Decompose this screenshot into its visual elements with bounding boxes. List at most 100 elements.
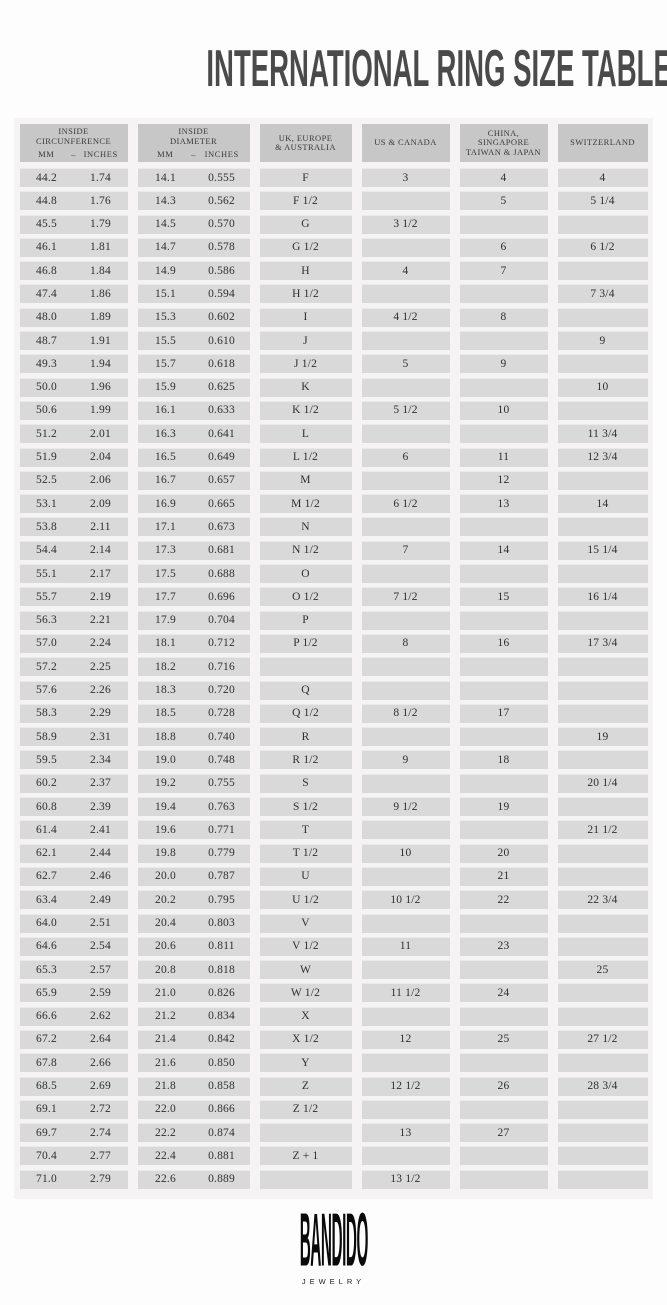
cell: U	[259, 866, 352, 886]
cell-value: 46.1	[36, 241, 57, 254]
table-row: 50.6 1.99 16.1 0.633 K 1/2 5 1/2 10	[14, 400, 653, 420]
cell-value: 17.7	[155, 590, 176, 603]
cell	[459, 214, 548, 234]
cell	[557, 307, 648, 327]
cell-value: 19	[497, 800, 510, 813]
cell-value: V	[301, 917, 310, 929]
cell-value: N	[301, 520, 310, 533]
cell-pair: 20.6 0.811	[137, 936, 250, 956]
cell-pair: 57.0 2.24	[19, 633, 128, 653]
column-header-label: SWITZERLAND	[570, 137, 635, 148]
table-row: 62.7 2.46 20.0 0.787 U 21	[14, 866, 653, 886]
cell-pair: 17.3 0.681	[137, 540, 250, 560]
cell-value: 21.8	[155, 1080, 176, 1093]
cell-value: 15.7	[155, 357, 176, 370]
cell: Z 1/2	[259, 1099, 352, 1119]
cell-value: 2.04	[90, 451, 111, 464]
cell	[557, 936, 648, 956]
table-row: 56.3 2.21 17.9 0.704 P	[14, 610, 653, 630]
cell-pair: 56.3 2.21	[19, 610, 128, 630]
cell-value: 1.81	[90, 241, 111, 254]
cell: M 1/2	[259, 494, 352, 514]
cell-pair: 14.9 0.586	[137, 261, 250, 281]
cell-value: 66.6	[36, 1010, 57, 1023]
cell-value: 1.99	[90, 404, 111, 417]
cell: V	[259, 913, 352, 933]
cell: 19	[459, 797, 548, 817]
cell: J	[259, 331, 352, 351]
cell-value: 21.2	[155, 1010, 176, 1023]
cell: R 1/2	[259, 750, 352, 770]
cell-value: 2.64	[90, 1033, 111, 1046]
cell: 14	[557, 494, 648, 514]
cell-value: 0.602	[208, 311, 235, 324]
table-row: 64.0 2.51 20.4 0.803 V	[14, 913, 653, 933]
table-row: 59.5 2.34 19.0 0.748 R 1/2 9 18	[14, 750, 653, 770]
cell-value: 17.5	[155, 567, 176, 580]
cell-value: 2.74	[90, 1126, 111, 1139]
cell-value: 13	[399, 1126, 412, 1139]
cell-value: 0.795	[208, 893, 235, 906]
cell-value: 0.842	[208, 1033, 235, 1046]
cell-value: 0.562	[208, 194, 235, 207]
cell-value: 44.2	[36, 171, 57, 184]
cell	[557, 703, 648, 723]
table-row: 58.9 2.31 18.8 0.740 R 19	[14, 727, 653, 747]
cell-value: 54.4	[36, 544, 57, 557]
cell-pair: 18.3 0.720	[137, 680, 250, 700]
cell-value: 0.649	[208, 451, 235, 464]
cell-value: 17.1	[155, 520, 176, 533]
cell	[361, 866, 450, 886]
cell-value: 27 1/2	[587, 1033, 618, 1046]
cell	[361, 377, 450, 397]
cell-value: 50.0	[36, 381, 57, 394]
cell-pair: 18.1 0.712	[137, 633, 250, 653]
cell-value: 21.6	[155, 1056, 176, 1069]
cell: W 1/2	[259, 983, 352, 1003]
cell-value: 63.4	[36, 893, 57, 906]
cell-value: 15	[497, 590, 510, 603]
cell-pair: 15.7 0.618	[137, 354, 250, 374]
cell-pair: 16.5 0.649	[137, 447, 250, 467]
cell-value: 2.39	[90, 800, 111, 813]
cell-value: 14.3	[155, 194, 176, 207]
cell-pair: 55.7 2.19	[19, 587, 128, 607]
cell-value: 17.3	[155, 544, 176, 557]
cell-pair: 22.0 0.866	[137, 1099, 250, 1119]
cell-pair: 20.2 0.795	[137, 890, 250, 910]
cell	[259, 1123, 352, 1143]
cell	[459, 564, 548, 584]
cell-value: 0.826	[208, 986, 235, 999]
table-row: 52.5 2.06 16.7 0.657 M 12	[14, 470, 653, 490]
cell	[557, 1099, 648, 1119]
cell: 21 1/2	[557, 820, 648, 840]
cell: 3	[361, 168, 450, 187]
cell: 13	[459, 494, 548, 514]
cell-value: U	[301, 870, 310, 883]
cell: 7 1/2	[361, 587, 450, 607]
cell-pair: 17.7 0.696	[137, 587, 250, 607]
cell-value: P	[302, 614, 309, 627]
cell-value: O 1/2	[292, 590, 319, 603]
cell-value: 51.9	[36, 451, 57, 464]
cell-value: 60.2	[36, 777, 57, 790]
cell-value: 22.6	[155, 1173, 176, 1186]
cell: F 1/2	[259, 191, 352, 211]
cell-value: 19.2	[155, 777, 176, 790]
cell-value: 2.31	[90, 730, 111, 743]
cell-pair: 51.9 2.04	[19, 447, 128, 467]
cell-value: 0.748	[208, 753, 235, 766]
cell-pair: 62.1 2.44	[19, 843, 128, 863]
cell-value: 25	[596, 963, 609, 976]
cell-value: 27	[497, 1126, 510, 1139]
cell-value: 53.8	[36, 520, 57, 533]
cell-value: 55.1	[36, 567, 57, 580]
cell: L	[259, 424, 352, 444]
cell-value: 0.866	[208, 1103, 235, 1116]
cell-value: 68.5	[36, 1080, 57, 1093]
table-row: 71.0 2.79 22.6 0.889 13 1/2	[14, 1169, 653, 1189]
cell	[459, 517, 548, 537]
column-header: US & CANADA	[361, 124, 450, 162]
cell-value: 20	[497, 847, 510, 860]
cell-value: 21 1/2	[587, 823, 618, 836]
